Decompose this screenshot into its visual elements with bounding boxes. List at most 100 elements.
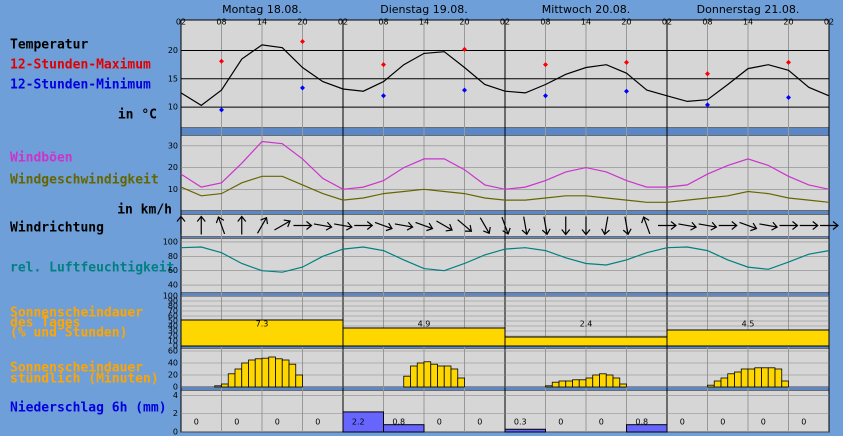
- wind-arrow: [256, 216, 269, 234]
- legend-max: 12-Stunden-Maximum: [10, 58, 151, 73]
- y-tick-label: 0: [173, 428, 178, 436]
- bar: [619, 383, 627, 388]
- value-label: 2.2: [352, 418, 365, 427]
- bar: [241, 362, 249, 388]
- bar: [585, 377, 594, 388]
- legend-wind: Windgeschwindigkeit: [10, 173, 159, 188]
- marker: [624, 88, 629, 94]
- wind-arrow: [561, 216, 571, 236]
- hours-label: 4.9: [418, 320, 431, 329]
- wind-arrow: [601, 216, 610, 236]
- bar: [450, 368, 459, 388]
- marker: [705, 71, 710, 77]
- sun-hour-title: Sonnenscheindauer: [10, 361, 143, 376]
- wind-arrow: [176, 215, 186, 235]
- wind-arrow: [501, 216, 511, 235]
- bar: [383, 424, 425, 433]
- marker: [300, 38, 305, 44]
- bar: [443, 365, 452, 388]
- y-tick-label: 10: [168, 103, 178, 112]
- y-tick-label: 20: [168, 46, 178, 55]
- y-tick-label: 30: [168, 327, 178, 336]
- y-tick-label: 0: [173, 342, 178, 351]
- bar: [781, 380, 789, 388]
- bar: [545, 385, 553, 388]
- y-tick-label: 20: [168, 163, 178, 172]
- bar: [275, 358, 283, 388]
- hours-label: 2.4: [580, 320, 593, 329]
- bar: [234, 368, 243, 388]
- marker: [543, 93, 548, 99]
- y-tick-label: 80: [168, 252, 178, 261]
- y-tick-label: 70: [168, 307, 178, 316]
- wind-arrow: [739, 221, 758, 232]
- wind-arrow: [759, 221, 779, 231]
- bar: [558, 380, 567, 388]
- legend-min: 12-Stunden-Minimum: [10, 78, 151, 93]
- wind-arrow: [641, 216, 651, 235]
- y-tick-label: 20: [168, 332, 178, 341]
- wind-unit: in km/h: [117, 203, 172, 218]
- bar: [666, 329, 830, 347]
- bar: [430, 363, 438, 388]
- value-label: 0: [437, 418, 442, 427]
- y-tick-label: 60: [168, 266, 178, 275]
- y-tick-label: 100: [163, 292, 178, 301]
- bar: [754, 367, 762, 388]
- wind-arrow: [293, 221, 313, 230]
- sun-day-title: Sonnenscheindauer: [10, 306, 143, 321]
- sun-day-title: des Tages: [10, 316, 80, 331]
- value-label: 0: [720, 418, 725, 427]
- value-label: 0: [599, 418, 604, 427]
- y-tick-label: 60: [168, 312, 178, 321]
- hours-label: 4.5: [742, 320, 755, 329]
- wind-arrow: [658, 221, 677, 230]
- y-tick-label: 100: [163, 237, 178, 246]
- value-label: 0: [680, 418, 685, 427]
- value-label: 0: [761, 418, 766, 427]
- wind-arrow: [799, 221, 819, 230]
- wind-arrow: [581, 216, 591, 236]
- wind-arrow: [457, 219, 473, 232]
- bar: [626, 424, 668, 433]
- sun-hour-title: stündlich (Minuten): [10, 372, 159, 387]
- bar: [740, 368, 749, 388]
- bar: [565, 380, 573, 388]
- temperature-unit: in °C: [118, 108, 157, 123]
- bar: [342, 411, 384, 433]
- bar: [227, 373, 236, 388]
- bar: [612, 377, 621, 388]
- bar: [221, 383, 229, 388]
- marker: [786, 59, 791, 65]
- marker: [219, 58, 224, 64]
- bar: [410, 365, 418, 388]
- day-label: Donnerstag 21.08.: [697, 3, 800, 16]
- y-tick-label: 90: [168, 297, 178, 306]
- bar: [551, 381, 560, 388]
- y-tick-label: 10: [168, 337, 178, 346]
- bar: [707, 384, 715, 388]
- y-tick-label: 60: [168, 347, 178, 356]
- bar: [592, 374, 600, 388]
- wind-arrow: [718, 221, 738, 230]
- wind-arrow: [820, 221, 839, 230]
- value-label: 0: [801, 418, 806, 427]
- temperature-title: Temperatur: [10, 38, 88, 53]
- wind-direction-title: Windrichtung: [10, 221, 104, 236]
- bar: [605, 374, 614, 388]
- bar: [295, 374, 303, 388]
- wind-arrow: [779, 221, 799, 230]
- y-tick-label: 10: [168, 185, 178, 194]
- bar: [403, 375, 411, 388]
- bar: [268, 356, 276, 388]
- y-tick-label: 50: [168, 317, 178, 326]
- bar: [720, 377, 729, 388]
- bar: [423, 361, 432, 388]
- bar: [214, 385, 222, 388]
- y-tick-label: 20: [168, 371, 178, 380]
- wind-arrow: [521, 216, 531, 236]
- bar: [504, 336, 668, 347]
- bar: [747, 368, 756, 388]
